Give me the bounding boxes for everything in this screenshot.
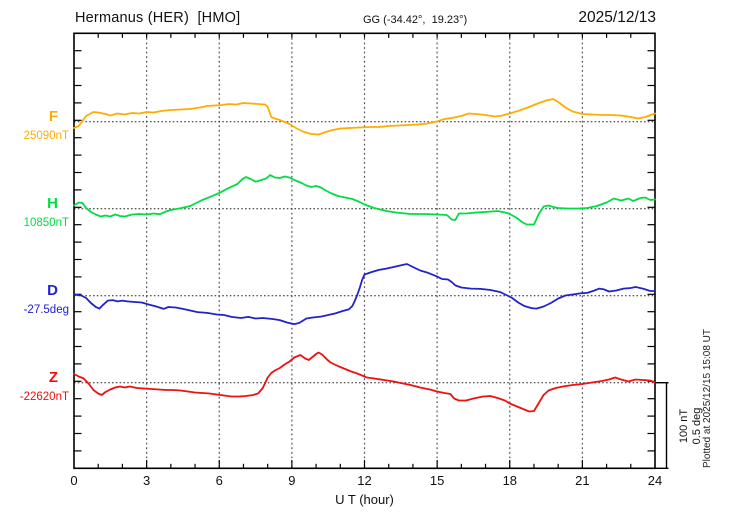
scale-bar-deg: 0.5 deg [690,407,703,445]
x-tick-6: 6 [215,473,223,488]
scale-bar-nt: 100 nT [678,408,690,444]
channel-label-d: D [47,282,58,299]
x-tick-21: 21 [575,473,590,488]
station-title: Hermanus (HER) [HMO] [75,10,241,26]
x-tick-0: 0 [70,473,78,488]
channel-baseline-f: 25090nT [23,130,69,142]
plotted-at-note: Plotted at 2025/12/15 15:08 UT [702,329,713,468]
x-tick-3: 3 [142,473,151,488]
channel-label-f: F [48,108,58,125]
x-axis-label: U T (hour) [335,492,394,507]
scale-bar-label: 100 nT 0.5 deg [678,382,703,470]
channel-label-h: H [47,195,58,212]
x-tick-12: 12 [357,473,372,488]
plot-date: 2025/12/13 [578,9,656,26]
x-tick-15: 15 [429,473,445,488]
channel-baseline-z: -22620nT [19,391,69,403]
x-tick-9: 9 [288,473,296,488]
geographic-coords: GG (-34.42°, 19.23°) [363,14,468,26]
x-tick-18: 18 [502,473,518,488]
channel-baseline-d: -27.5deg [23,304,69,316]
channel-label-z: Z [48,369,58,386]
x-tick-24: 24 [647,473,663,488]
channel-baseline-h: 10850nT [23,217,69,229]
